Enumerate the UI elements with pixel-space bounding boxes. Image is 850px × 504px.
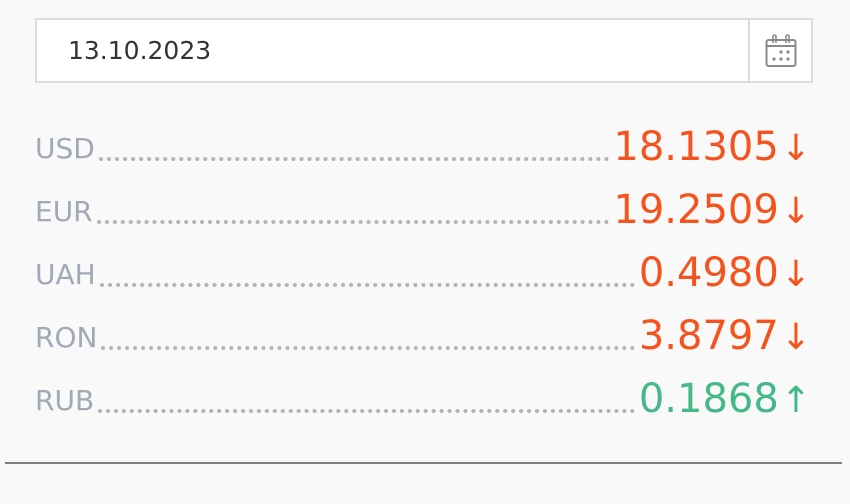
arrow-down-icon: ↓ — [780, 191, 811, 232]
rate-row-ron: RON 3.8797 ↓ — [35, 297, 811, 360]
rate-value: 0.1868 ↑ — [639, 379, 811, 423]
dotted-leader — [98, 157, 610, 161]
currency-code: UAH — [35, 258, 96, 291]
currency-code: RUB — [35, 384, 95, 417]
rate-value: 19.2509 ↓ — [613, 190, 811, 234]
rate-number: 18.1305 — [613, 124, 779, 170]
dotted-leader — [98, 409, 635, 413]
dotted-leader — [99, 283, 635, 287]
rate-row-uah: UAH 0.4980 ↓ — [35, 234, 811, 297]
rate-number: 19.2509 — [613, 187, 779, 233]
rate-value: 0.4980 ↓ — [639, 253, 811, 297]
rate-row-eur: EUR 19.2509 ↓ — [35, 171, 811, 234]
date-input[interactable] — [37, 20, 748, 81]
calendar-button[interactable] — [748, 20, 811, 81]
currency-code: EUR — [35, 195, 93, 228]
currency-code: USD — [35, 132, 95, 165]
dotted-leader — [101, 346, 635, 350]
rate-row-usd: USD 18.1305 ↓ — [35, 108, 811, 171]
arrow-up-icon: ↑ — [780, 380, 811, 421]
date-picker — [35, 18, 813, 83]
rate-value: 3.8797 ↓ — [639, 316, 811, 360]
arrow-down-icon: ↓ — [780, 128, 811, 169]
divider — [5, 462, 842, 464]
rate-row-rub: RUB 0.1868 ↑ — [35, 360, 811, 423]
dotted-leader — [96, 220, 610, 224]
arrow-down-icon: ↓ — [780, 317, 811, 358]
arrow-down-icon: ↓ — [780, 254, 811, 295]
rate-number: 0.4980 — [638, 250, 779, 296]
rate-number: 3.8797 — [638, 313, 779, 359]
calendar-icon — [765, 33, 796, 67]
rate-number: 0.1868 — [638, 376, 779, 422]
rate-value: 18.1305 ↓ — [613, 127, 811, 171]
exchange-rates-list: USD 18.1305 ↓ EUR 19.2509 ↓ UAH 0.4980 ↓ RO… — [35, 108, 811, 423]
currency-code: RON — [35, 321, 98, 354]
